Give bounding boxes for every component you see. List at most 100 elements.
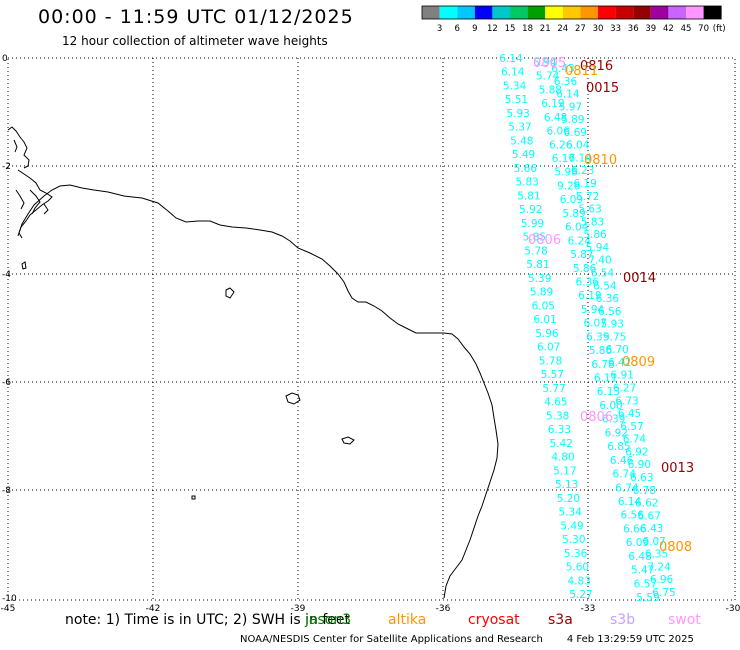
wave-height-value: 6.19 (578, 290, 601, 302)
wave-height-value: 5.39 (528, 273, 551, 285)
wave-height-value: 6.46 (610, 455, 634, 467)
colorbar-swatch (545, 6, 563, 19)
colorbar-label: 24 (557, 24, 568, 34)
wave-height-value: 6.75 (652, 587, 675, 599)
wave-height-value: 6.07 (583, 318, 606, 330)
wave-height-value: 6.66 (623, 523, 647, 535)
wave-height-value: 5.93 (506, 108, 529, 120)
island-2 (285, 392, 301, 405)
wave-height-value: 5.94 (533, 57, 557, 69)
colorbar-label: 9 (472, 24, 477, 34)
wave-height-value: 5.63 (578, 204, 601, 216)
footer-credit: NOAA/NESDIS Center for Satellite Applica… (240, 634, 694, 645)
wave-height-value: 6.36 (554, 76, 578, 88)
wave-height-value: 6.04 (566, 140, 590, 152)
wave-height-value: 4.65 (544, 397, 567, 409)
wave-height-value: 6.14 (499, 53, 523, 65)
wave-height-value: 5.66 (514, 163, 538, 175)
x-tick-label: -45 (1, 604, 16, 614)
island-1 (225, 287, 235, 299)
wave-height-value: 6.39 (602, 414, 625, 426)
wave-height-value: 9.26 (557, 180, 581, 192)
wave-height-value: 5.34 (503, 80, 527, 92)
wave-height-value: 6.00 (599, 400, 622, 412)
legend-sat-swot: swot (668, 612, 701, 628)
colorbar-label: 21 (540, 24, 551, 34)
pass-time-label: 0806 (580, 410, 613, 425)
wave-height-value: 6.09 (626, 537, 649, 549)
wave-height-value: 5.86 (583, 229, 607, 241)
pass-time-label: 0805 (533, 56, 566, 71)
wave-height-value: 5.27 (569, 589, 592, 601)
wave-height-value: 5.81 (526, 259, 549, 271)
x-tick-label: -36 (436, 604, 451, 614)
colorbar-label: 6 (454, 24, 459, 34)
wave-height-value: 5.74 (536, 71, 560, 83)
colorbar-swatch (615, 6, 634, 19)
wave-height-value: 6.43 (551, 63, 574, 75)
wave-height-value: 6.39 (586, 331, 609, 343)
wave-height-value: 4.80 (551, 452, 574, 464)
wave-height-value: 5.93 (601, 319, 624, 331)
colorbar-frame (421, 5, 722, 20)
colorbar-swatch (703, 6, 722, 19)
wave-height-value: 5.83 (515, 177, 538, 189)
colorbar-label: 70 (698, 24, 709, 34)
wave-height-value: 6.11 (594, 373, 617, 385)
wave-height-value: 4.83 (568, 575, 591, 587)
wave-height-value: 6.56 (620, 510, 644, 522)
y-tick-label: -10 (2, 594, 17, 604)
x-tick-label: -39 (291, 604, 306, 614)
wave-height-value: 5.36 (564, 548, 588, 560)
wave-height-value: 6.48 (544, 112, 567, 124)
wave-height-value: 5.98 (554, 167, 577, 179)
wave-height-value: 5.86 (573, 263, 597, 275)
legend-sat-s3b: s3b (610, 612, 636, 628)
wave-height-value: 6.70 (605, 344, 628, 356)
wave-height-value: 6.43 (640, 523, 663, 535)
wave-height-value: 6.63 (630, 472, 653, 484)
wave-height-value: 5.92 (519, 204, 542, 216)
wave-height-value: 6.78 (591, 359, 614, 371)
wave-height-value: 5.86 (589, 345, 613, 357)
colorbar-swatch (527, 6, 546, 19)
wave-height-value: 5.51 (505, 94, 528, 106)
wave-height-value: 6.42 (608, 357, 631, 369)
axis-tick-labels: -45 -42 -39 -36 -33 -30 0 -2 -4 -6 -8 -10 (1, 54, 740, 614)
wave-height-value: 5.38 (546, 410, 569, 422)
wave-height-value: 7.24 (647, 561, 671, 573)
wave-height-value: 6.48 (628, 551, 651, 563)
colorbar-unit: (ft) (713, 24, 726, 34)
wave-height-value: 6.69 (564, 127, 587, 139)
wave-height-value: 5.59 (636, 592, 659, 604)
legend-sat-altika: altika (388, 612, 427, 628)
wave-height-value: 5.49 (560, 520, 583, 532)
wave-height-value: 6.92 (605, 427, 628, 439)
wave-height-value: 6.73 (615, 395, 638, 407)
pass-time-label: 0015 (586, 81, 619, 96)
colorbar-label: 39 (645, 24, 656, 34)
colorbar-label: 27 (575, 24, 586, 34)
map-grid (7, 57, 736, 601)
colorbar-swatch (492, 6, 510, 19)
wave-height-value: 6.33 (548, 424, 571, 436)
wave-height-value: 6.57 (620, 421, 643, 433)
wave-height-value: 5.57 (541, 369, 564, 381)
colorbar-label: 42 (663, 24, 674, 34)
coastline (7, 126, 499, 599)
colorbar-swatch (686, 6, 704, 19)
wave-height-value: 5.94 (586, 242, 610, 254)
footer-note: note: 1) Time is in UTC; 2) SWH is in fe… (65, 612, 351, 628)
colorbar-label: 18 (522, 24, 533, 34)
wave-height-value: 5.60 (566, 562, 589, 574)
wave-height-value: 5.89 (562, 208, 585, 220)
wave-height-value: 6.36 (596, 293, 620, 305)
wave-height-value: 6.36 (576, 276, 600, 288)
colorbar-swatch (650, 6, 669, 19)
wave-height-value: 6.35 (645, 549, 668, 561)
pass-time-label: 0811 (565, 64, 598, 79)
colorbar-swatch (580, 6, 598, 19)
